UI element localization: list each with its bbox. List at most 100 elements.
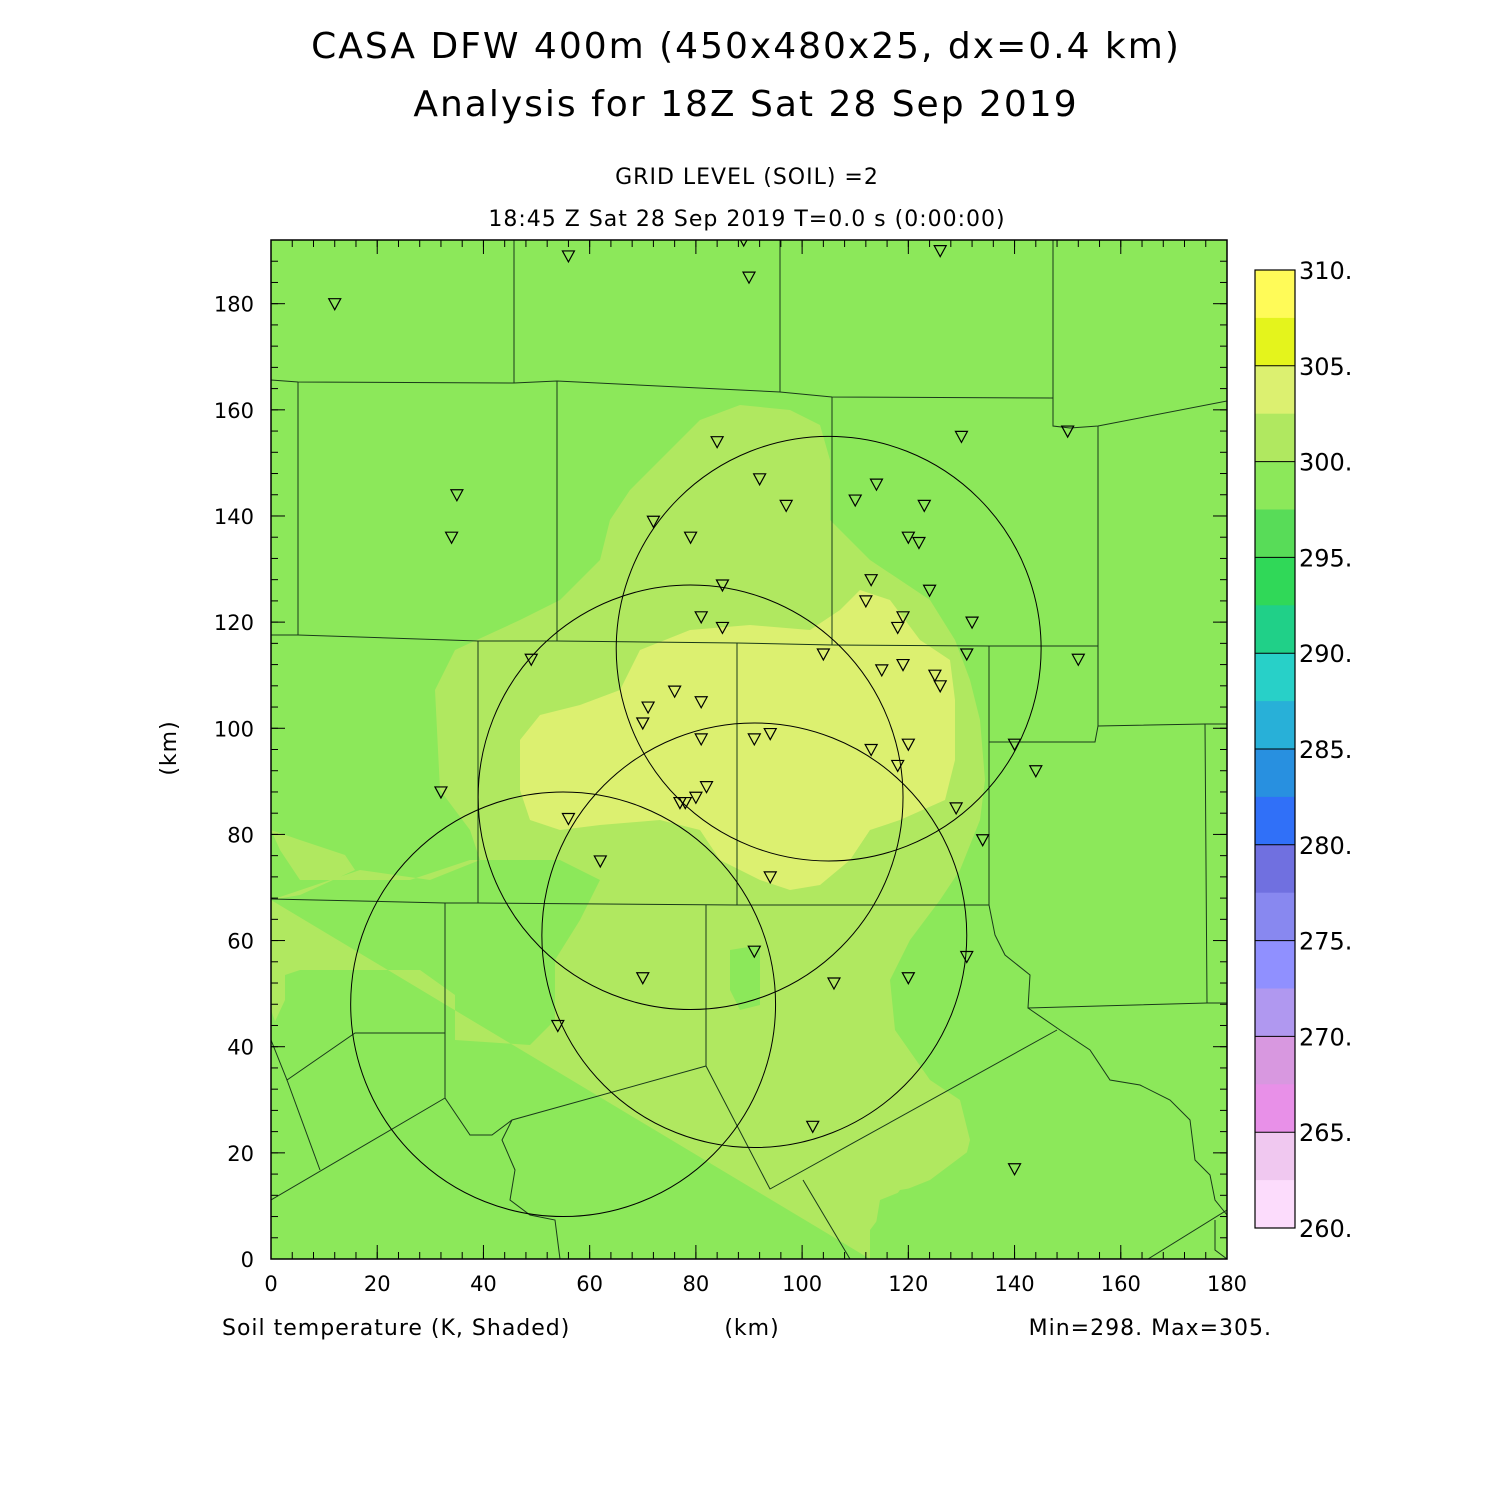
colorbar-label: 305. bbox=[1299, 353, 1352, 381]
station-marker bbox=[715, 579, 730, 593]
station-marker bbox=[917, 499, 932, 513]
y-axis-label: (km) bbox=[157, 720, 182, 775]
colorbar-swatch bbox=[1255, 317, 1295, 367]
title-line-1: CASA DFW 400m (450x480x25, dx=0.4 km) bbox=[311, 26, 1181, 67]
colorbar-label: 295. bbox=[1299, 544, 1352, 572]
x-tick-label: 160 bbox=[1101, 1272, 1141, 1296]
station-marker bbox=[1007, 1163, 1022, 1177]
station-marker bbox=[683, 531, 698, 545]
station-marker bbox=[593, 855, 608, 869]
station-marker bbox=[763, 727, 778, 741]
station-marker bbox=[890, 621, 905, 635]
x-axis-label: (km) bbox=[724, 1316, 779, 1341]
map-panel: 0 20 40 60 80 100 120 140 160 180 0 20 40 60 80 100 120 1… bbox=[214, 239, 1247, 1296]
station-marker bbox=[805, 1120, 820, 1134]
colorbar-swatch bbox=[1255, 1036, 1295, 1085]
station-marker bbox=[646, 515, 661, 529]
soil-temp-shading-295-300-patch bbox=[730, 945, 760, 1010]
station-marker bbox=[694, 733, 709, 747]
station-marker bbox=[864, 574, 879, 587]
station-marker bbox=[449, 489, 464, 503]
colorbar-swatch bbox=[1255, 413, 1295, 463]
radar-range-rings bbox=[350, 435, 1042, 1218]
x-tick-label: 0 bbox=[264, 1272, 277, 1296]
station-marker bbox=[901, 738, 916, 752]
station-marker bbox=[911, 536, 926, 550]
station-marker bbox=[667, 685, 682, 699]
radar-ring-1 bbox=[615, 435, 1042, 862]
x-tick-label: 60 bbox=[576, 1272, 603, 1296]
station-marker bbox=[635, 717, 650, 731]
station-marker bbox=[965, 616, 980, 630]
station-marker bbox=[688, 791, 703, 805]
radar-ring-2 bbox=[477, 584, 904, 1011]
station-marker bbox=[922, 584, 937, 598]
station-marker bbox=[635, 972, 650, 985]
colorbar-label: 280. bbox=[1299, 832, 1352, 860]
colorbar-swatch bbox=[1255, 1084, 1295, 1133]
y-tick-label: 140 bbox=[214, 505, 254, 529]
station-marker bbox=[864, 743, 879, 757]
station-marker bbox=[826, 977, 841, 991]
station-marker bbox=[715, 621, 730, 635]
station-marker bbox=[896, 611, 911, 625]
colorbar-swatch bbox=[1255, 892, 1295, 942]
radar-ring-3 bbox=[541, 722, 968, 1149]
y-tick-label: 20 bbox=[227, 1142, 254, 1166]
station-marker bbox=[561, 250, 576, 264]
colorbar-swatch bbox=[1255, 365, 1295, 415]
colorbar: 310. 305. 300. 295. 290. 285. 280. 275. 270. 265.… bbox=[1254, 257, 1352, 1243]
station-marker bbox=[694, 696, 709, 709]
station-marker bbox=[752, 473, 767, 487]
station-marker bbox=[1007, 738, 1022, 752]
station-marker bbox=[327, 298, 342, 311]
station-marker bbox=[433, 786, 448, 800]
station-marker bbox=[975, 834, 990, 847]
colorbar-label: 260. bbox=[1299, 1215, 1352, 1243]
y-tick-label: 160 bbox=[214, 399, 254, 423]
axis-ticks: 0 20 40 60 80 100 120 140 160 180 0 20 40 60 80 100 120 1… bbox=[214, 239, 1247, 1296]
station-marker bbox=[641, 701, 656, 715]
station-marker bbox=[949, 802, 964, 816]
station-marker bbox=[896, 658, 911, 672]
station-marker bbox=[1060, 425, 1075, 439]
colorbar-label: 300. bbox=[1299, 449, 1352, 477]
station-marker bbox=[710, 436, 725, 449]
colorbar-swatch bbox=[1255, 557, 1295, 606]
y-tick-label: 100 bbox=[214, 717, 254, 741]
colorbar-swatch bbox=[1255, 461, 1295, 510]
station-marker bbox=[959, 950, 974, 964]
colorbar-swatch bbox=[1255, 605, 1295, 654]
observation-stations bbox=[327, 240, 1086, 1177]
colorbar-swatch bbox=[1255, 701, 1295, 750]
soil-temp-shading-295-300-patch bbox=[870, 1100, 1227, 1259]
y-tick-label: 180 bbox=[214, 293, 254, 317]
colorbar-swatch bbox=[1255, 1132, 1295, 1181]
station-marker bbox=[678, 796, 693, 810]
colorbar-label: 285. bbox=[1299, 736, 1352, 764]
station-marker bbox=[848, 494, 863, 508]
station-marker bbox=[1071, 653, 1086, 667]
station-marker bbox=[927, 669, 942, 683]
station-marker bbox=[1028, 765, 1043, 778]
title-line-2: Analysis for 18Z Sat 28 Sep 2019 bbox=[413, 84, 1078, 125]
colorbar-swatch bbox=[1255, 270, 1295, 319]
station-marker bbox=[444, 531, 459, 545]
station-marker bbox=[858, 595, 873, 609]
station-marker bbox=[959, 648, 974, 662]
colorbar-swatch bbox=[1255, 749, 1295, 798]
station-marker bbox=[874, 664, 889, 678]
x-tick-label: 120 bbox=[888, 1272, 928, 1296]
station-marker bbox=[933, 680, 948, 694]
grid-level-label: GRID LEVEL (SOIL) =2 bbox=[615, 165, 879, 190]
station-marker bbox=[524, 653, 539, 667]
x-tick-label: 20 bbox=[364, 1272, 391, 1296]
station-marker bbox=[747, 733, 762, 747]
y-tick-label: 60 bbox=[227, 930, 254, 954]
station-marker bbox=[901, 972, 916, 985]
soil-temp-shading-295-300-patch bbox=[271, 1010, 390, 1259]
x-tick-label: 40 bbox=[470, 1272, 497, 1296]
x-tick-label: 180 bbox=[1207, 1272, 1247, 1296]
station-marker bbox=[954, 430, 969, 444]
